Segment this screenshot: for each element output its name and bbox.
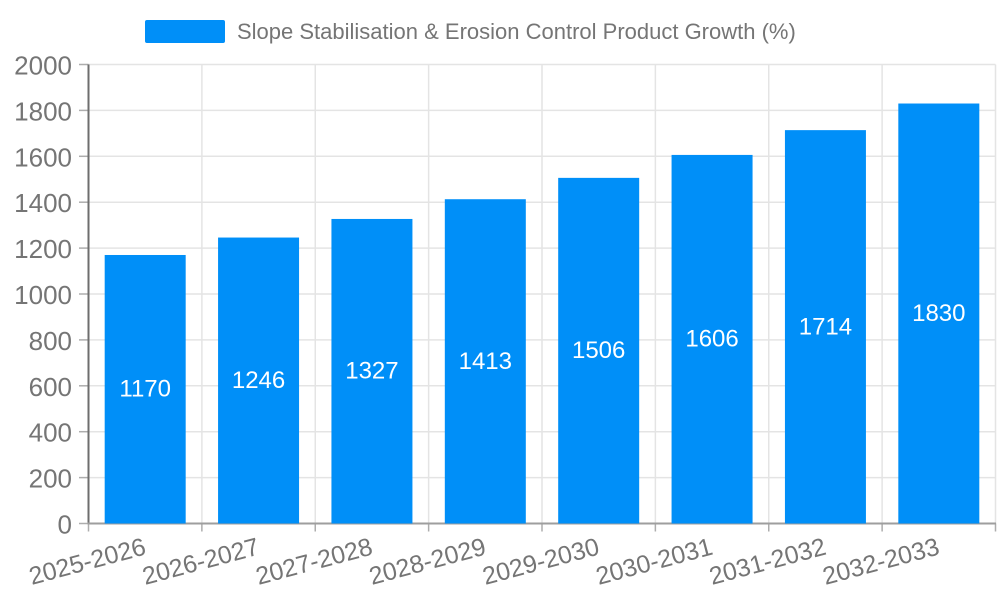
bar-value-label: 1714 bbox=[799, 313, 852, 340]
bar-2029-2030[interactable] bbox=[558, 177, 640, 524]
bar-2027-2028[interactable] bbox=[331, 218, 413, 524]
y-tick-label: 600 bbox=[29, 372, 72, 402]
bar-2025-2026[interactable] bbox=[104, 254, 186, 524]
bar-2028-2029[interactable] bbox=[444, 199, 526, 524]
y-tick-label: 1400 bbox=[14, 188, 72, 218]
legend-item[interactable]: Slope Stabilisation & Erosion Control Pr… bbox=[145, 20, 796, 43]
bar-value-label: 1413 bbox=[459, 348, 512, 375]
bar-2026-2027[interactable] bbox=[218, 237, 300, 524]
bar-value-label: 1170 bbox=[119, 376, 171, 403]
bar-value-label: 1606 bbox=[685, 326, 738, 353]
bar-2031-2032[interactable] bbox=[784, 130, 866, 524]
x-tick-label: 2032-2033 bbox=[820, 533, 943, 591]
x-tick-label: 2029-2030 bbox=[480, 533, 603, 591]
y-tick-label: 200 bbox=[29, 464, 72, 494]
legend-swatch bbox=[145, 20, 225, 43]
x-tick-label: 2030-2031 bbox=[593, 533, 716, 591]
bar-value-label: 1830 bbox=[912, 300, 965, 327]
y-tick-label: 0 bbox=[58, 510, 72, 540]
bar-value-label: 1327 bbox=[345, 358, 398, 385]
bar-value-label: 1506 bbox=[572, 337, 625, 364]
y-tick-label: 1000 bbox=[14, 280, 72, 310]
x-tick-label: 2026-2027 bbox=[139, 533, 262, 591]
x-tick-label: 2027-2028 bbox=[253, 533, 376, 591]
y-tick-label: 2000 bbox=[14, 51, 72, 81]
legend-label: Slope Stabilisation & Erosion Control Pr… bbox=[237, 19, 796, 44]
y-tick-label: 1800 bbox=[14, 96, 72, 126]
y-tick-label: 800 bbox=[29, 326, 72, 356]
bar-2030-2031[interactable] bbox=[671, 154, 753, 524]
x-tick-label: 2031-2032 bbox=[706, 533, 829, 591]
y-tick-label: 1200 bbox=[14, 234, 72, 264]
bar-2032-2033[interactable] bbox=[898, 103, 980, 524]
x-tick-label: 2025-2026 bbox=[26, 533, 149, 591]
x-tick-label: 2028-2029 bbox=[366, 533, 489, 591]
y-tick-label: 400 bbox=[29, 418, 72, 448]
bar-value-label: 1246 bbox=[232, 367, 285, 394]
y-tick-label: 1600 bbox=[14, 142, 72, 172]
